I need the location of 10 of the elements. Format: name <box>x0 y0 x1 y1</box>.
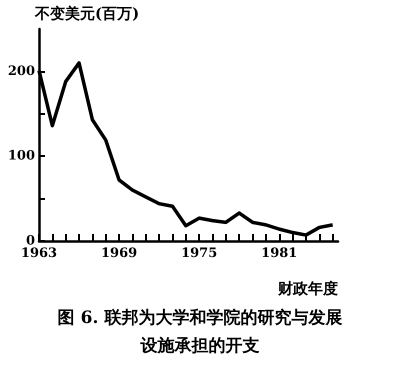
x-axis-title: 财政年度 <box>277 280 338 298</box>
y-axis-title: 不变美元(百万) <box>34 4 140 22</box>
x-tick-label: 1981 <box>261 246 298 261</box>
x-tick-label: 1975 <box>181 246 218 261</box>
y-tick-label: 100 <box>8 148 35 164</box>
y-tick-label: 200 <box>8 64 35 79</box>
text: 图 6. 联邦为大学和学院的研究与发展设施承担的开支 <box>58 308 342 356</box>
x-tick-label: 1963 <box>20 246 58 261</box>
y-tick-label: 0 <box>26 234 35 248</box>
x-tick-label: 1969 <box>100 246 138 261</box>
